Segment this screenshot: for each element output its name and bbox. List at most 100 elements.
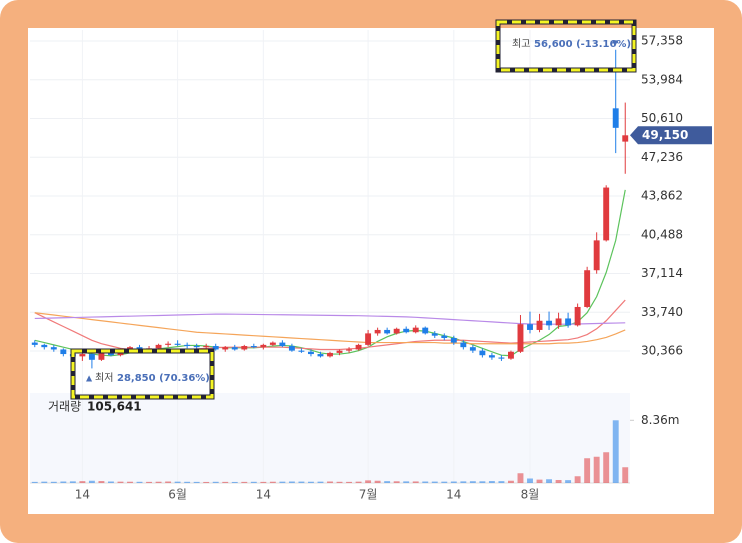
candle-body: [546, 320, 552, 326]
volume-bar: [412, 481, 419, 483]
volume-bar: [269, 481, 276, 483]
candle-body: [365, 333, 372, 345]
candle-body: [612, 108, 619, 128]
volume-bar: [574, 476, 581, 483]
volume-bar: [584, 458, 591, 483]
volume-bar: [622, 467, 629, 483]
candle-body: [279, 342, 286, 347]
candle-body: [527, 324, 533, 330]
candle-body: [155, 344, 162, 349]
volume-bar: [203, 481, 210, 483]
candle-body: [308, 351, 314, 355]
candle-body: [346, 349, 352, 351]
candle-body: [565, 318, 572, 326]
volume-bar: [117, 481, 124, 483]
volume-bar: [288, 481, 295, 483]
volume-bar: [555, 480, 562, 483]
low-arrow: ▲: [86, 374, 93, 383]
candle-body: [222, 347, 229, 350]
volume-bar: [527, 478, 533, 483]
volume-bar: [279, 481, 286, 483]
volume-bar: [50, 481, 57, 483]
volume-bar: [469, 481, 476, 483]
y-tick-label: 40,488: [641, 227, 683, 241]
low-label: 최저: [95, 372, 113, 384]
volume-bar: [260, 481, 267, 483]
y-tick-label: 33,740: [641, 305, 683, 319]
last-price-tag: [630, 126, 712, 145]
volume-bar: [498, 481, 505, 483]
volume-bar: [241, 481, 248, 483]
candle-body: [441, 335, 448, 338]
candle-body: [269, 342, 276, 345]
volume-bar: [403, 481, 410, 483]
volume-bar: [31, 481, 38, 483]
volume-bar: [422, 481, 429, 483]
candle-body: [174, 343, 181, 345]
volume-bar: [603, 452, 610, 483]
volume-bar: [108, 481, 114, 483]
candle-body: [60, 349, 67, 355]
high-label: 최고: [512, 38, 530, 50]
volume-tick-label: 8.36m: [641, 413, 679, 427]
candle-body: [41, 344, 48, 348]
volume-bar: [136, 481, 143, 483]
volume-bar: [384, 481, 391, 483]
candle-body: [517, 324, 524, 352]
volume-bar: [308, 481, 314, 483]
candle-body: [508, 351, 514, 359]
candle-body: [584, 270, 591, 307]
y-tick-label: 30,366: [641, 344, 683, 358]
volume-bar: [212, 481, 219, 483]
x-tick-label: 14: [256, 488, 271, 502]
volume-bar: [69, 481, 76, 483]
candle-body: [184, 344, 191, 347]
highlight-box: [496, 20, 636, 72]
candle-body: [88, 354, 95, 360]
candle-body: [108, 352, 114, 356]
high-arrow: ▼: [612, 39, 619, 48]
volume-bar: [146, 481, 152, 483]
moving-average: [34, 312, 626, 345]
y-tick-label: 47,236: [641, 150, 683, 164]
candle-body: [593, 240, 600, 271]
candle-body: [231, 347, 238, 350]
volume-bar: [393, 481, 400, 483]
volume-bar: [174, 481, 181, 483]
volume-bar: [546, 479, 552, 483]
candle-body: [193, 346, 200, 348]
moving-average: [34, 313, 626, 325]
volume-bar: [155, 481, 162, 483]
volume-bar: [193, 481, 200, 483]
candle-body: [288, 346, 295, 351]
y-tick-label: 50,610: [641, 111, 683, 125]
candle-body: [31, 342, 38, 345]
volume-bar: [336, 481, 343, 483]
candle-body: [555, 318, 562, 326]
low-text: 28,850 (70.36%): [117, 373, 210, 384]
volume-bar: [327, 481, 333, 483]
volume-bar: [508, 480, 514, 483]
volume-bar: [565, 480, 572, 483]
x-tick-label: 8월: [521, 488, 540, 502]
candle-body: [393, 328, 400, 334]
candle-body: [603, 187, 610, 241]
volume-bar: [98, 481, 105, 483]
x-tick-label: 6월: [168, 488, 187, 502]
volume-bar: [517, 473, 524, 483]
volume-bar: [431, 481, 438, 483]
x-tick-label: 7월: [359, 488, 378, 502]
volume-bar: [184, 481, 191, 483]
y-tick-label: 37,114: [641, 266, 683, 280]
x-tick-label: 14: [75, 488, 90, 502]
candle-body: [98, 352, 105, 360]
volume-bar: [479, 481, 486, 483]
y-tick-label: 57,358: [641, 34, 683, 48]
candle-body: [374, 329, 381, 334]
candle-body: [250, 346, 257, 348]
volume-bar: [250, 481, 257, 483]
volume-bar: [488, 481, 495, 483]
candle-body: [431, 333, 438, 336]
volume-bar: [298, 481, 305, 483]
